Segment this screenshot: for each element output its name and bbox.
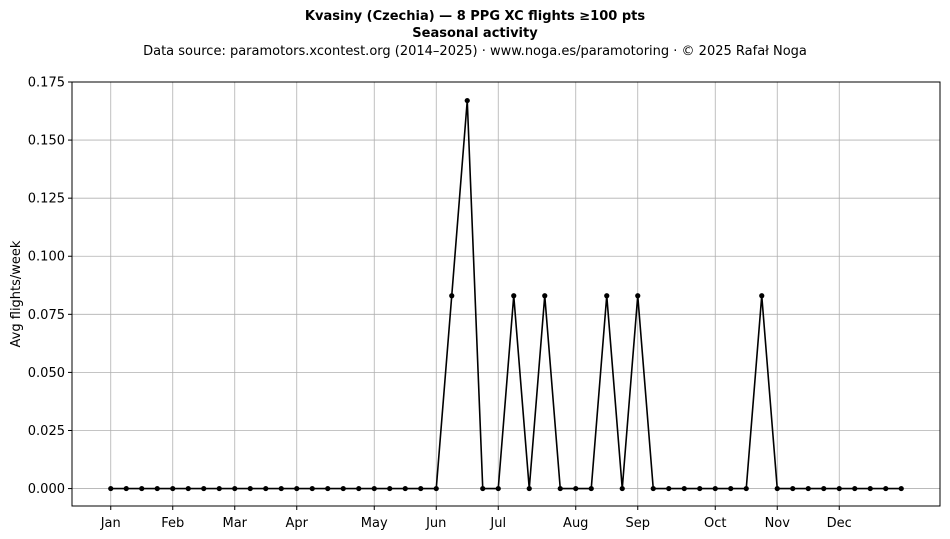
data-point: [309, 485, 315, 492]
x-tick-label: Mar: [222, 516, 247, 531]
data-point: [743, 485, 749, 492]
data-point: [278, 485, 284, 492]
data-point: [573, 485, 579, 492]
chart-title: Kvasiny (Czechia) — 8 PPG XC flights ≥10…: [304, 9, 646, 24]
data-point: [123, 485, 129, 492]
x-tick-label: Feb: [161, 516, 184, 531]
x-tick-label: Jan: [100, 516, 121, 531]
data-point: [836, 485, 842, 492]
data-point: [433, 485, 439, 492]
x-tick-label: May: [361, 516, 388, 531]
y-tick-label: 0.075: [28, 308, 65, 323]
y-tick-label: 0.050: [28, 366, 65, 381]
data-point: [247, 485, 253, 492]
data-point: [480, 485, 486, 492]
data-point: [325, 485, 331, 492]
data-point: [201, 485, 207, 492]
data-point: [697, 485, 703, 492]
data-point: [232, 485, 238, 492]
plot-frame: [71, 81, 941, 507]
data-point: [263, 485, 269, 492]
data-point: [542, 293, 548, 299]
data-point: [759, 293, 765, 299]
y-axis: 0.000 0.025 0.050 0.075 0.100 0.125 0.150 0.175: [28, 76, 72, 497]
y-tick-label: 0.125: [28, 192, 65, 207]
chart-title-secondary: Seasonal activity: [412, 26, 538, 41]
data-point: [216, 485, 222, 492]
data-point: [852, 485, 858, 492]
x-tick-label: Apr: [286, 516, 309, 531]
data-point: [356, 485, 362, 492]
data-point: [449, 293, 455, 299]
y-tick-label: 0.175: [28, 76, 65, 91]
data-point: [790, 485, 796, 492]
data-point: [604, 293, 610, 299]
x-tick-label: Jun: [425, 516, 446, 531]
data-point: [712, 485, 718, 492]
data-point: [371, 485, 377, 492]
y-tick-label: 0.100: [28, 250, 65, 265]
data-point: [418, 485, 424, 492]
data-point: [139, 485, 145, 492]
x-tick-label: Sep: [625, 516, 650, 531]
data-point: [666, 485, 672, 492]
x-tick-label: Nov: [765, 516, 791, 531]
data-point: [170, 485, 176, 492]
chart-subtitle: Data source: paramotors.xcontest.org (20…: [143, 44, 807, 59]
data-point: [387, 485, 393, 492]
x-tick-label: Oct: [704, 516, 726, 531]
data-point: [185, 485, 191, 492]
grid-lines: [72, 81, 940, 506]
data-point: [511, 293, 517, 299]
data-point: [635, 293, 641, 299]
data-point: [402, 485, 408, 492]
data-point: [867, 485, 873, 492]
data-point: [728, 485, 734, 492]
data-point: [898, 485, 904, 492]
data-point: [805, 485, 811, 492]
x-tick-label: Aug: [563, 516, 588, 531]
chart-title-block: Kvasiny (Czechia) — 8 PPG XC flights ≥10…: [0, 8, 950, 62]
x-tick-label: Jul: [489, 516, 506, 531]
data-point: [294, 485, 300, 492]
y-axis-label: Avg flights/week: [9, 240, 24, 347]
data-point: [526, 485, 532, 492]
data-point: [821, 485, 827, 492]
data-point: [340, 485, 346, 492]
series-line: [110, 99, 902, 490]
data-point: [619, 485, 625, 492]
data-point: [681, 485, 687, 492]
data-point: [588, 485, 594, 492]
series-points: [108, 97, 904, 492]
x-tick-label: Dec: [827, 516, 852, 531]
y-tick-label: 0.025: [28, 424, 65, 439]
data-point: [154, 485, 160, 492]
data-point: [464, 97, 470, 104]
data-point: [108, 485, 114, 492]
data-point: [557, 485, 563, 492]
y-tick-label: 0.150: [28, 134, 65, 149]
y-tick-label: 0.000: [28, 482, 65, 497]
data-point: [650, 485, 656, 492]
data-point: [495, 485, 501, 492]
data-point: [883, 485, 889, 492]
x-axis: Jan Feb Mar Apr May Jun Jul Aug Sep Oct Nov Dec: [100, 506, 852, 531]
data-point: [774, 485, 780, 492]
